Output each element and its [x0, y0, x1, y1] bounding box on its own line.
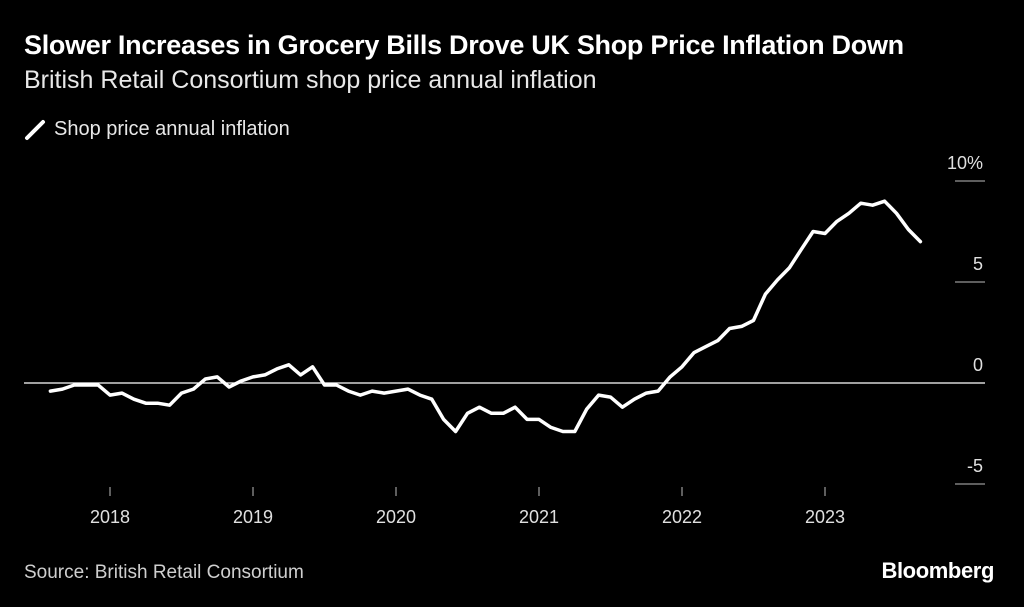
- x-tick-label: 2022: [662, 507, 702, 527]
- legend-label: Shop price annual inflation: [54, 118, 290, 140]
- y-tick-label: 5: [973, 254, 983, 274]
- x-tick-label: 2021: [519, 507, 559, 527]
- legend: Shop price annual inflation: [24, 118, 290, 141]
- chart-title: Slower Increases in Grocery Bills Drove …: [24, 30, 904, 60]
- chart-subtitle: British Retail Consortium shop price ann…: [24, 66, 597, 94]
- x-tick-label: 2018: [90, 507, 130, 527]
- y-tick-label: 10%: [947, 153, 983, 173]
- legend-line-icon: [24, 119, 46, 141]
- bloomberg-logo: Bloomberg: [881, 558, 994, 583]
- x-tick-label: 2023: [805, 507, 845, 527]
- x-tick-label: 2020: [376, 507, 416, 527]
- series-line-shop-price-inflation: [48, 199, 923, 434]
- y-tick-label: -5: [967, 456, 983, 476]
- y-tick-label: 0: [973, 355, 983, 375]
- x-tick-label: 2019: [233, 507, 273, 527]
- source-note: Source: British Retail Consortium: [24, 562, 304, 583]
